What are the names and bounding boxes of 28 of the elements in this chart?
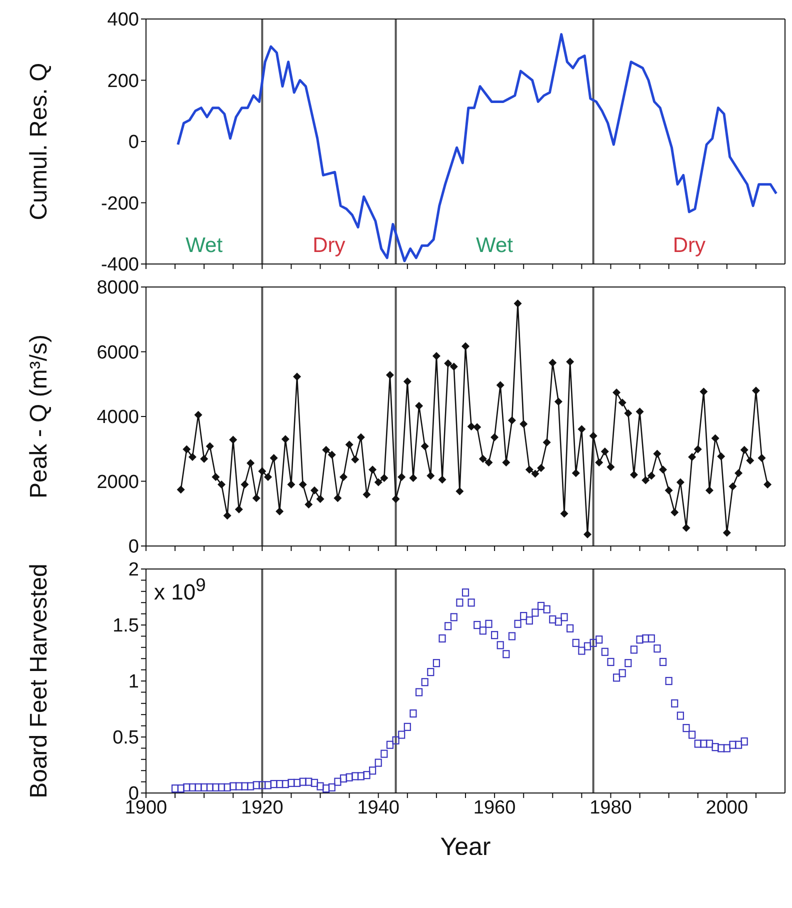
y-axis-title: Cumul. Res. Q <box>26 62 53 220</box>
y-tick-label: 400 <box>107 10 139 31</box>
x-axis-title: Year <box>440 833 491 861</box>
y-tick-label: 4000 <box>96 407 139 428</box>
y-tick-label: 6000 <box>96 342 139 364</box>
annotation: Wet <box>186 234 223 257</box>
annotation: Dry <box>672 234 706 257</box>
y-tick-label: 1.5 <box>112 616 139 637</box>
y-tick-label: 0 <box>128 132 139 154</box>
y-tick-label: 1 <box>128 672 139 693</box>
x-tick-label: 1920 <box>241 797 284 818</box>
y-tick-label: 0.5 <box>112 728 139 749</box>
y-tick-label: -200 <box>100 193 139 214</box>
x-tick-label: 1980 <box>590 797 632 818</box>
annotation: Wet <box>476 234 514 257</box>
y-tick-label: 200 <box>107 70 139 92</box>
x-tick-label: 2000 <box>706 797 748 818</box>
y-tick-label: -400 <box>100 254 139 276</box>
y-tick-label: 2000 <box>96 472 139 493</box>
y-axis-title: Peak - Q (m³/s) <box>26 334 53 499</box>
annotation: x 10$^{9}$ <box>154 574 206 606</box>
y-tick-label: 8000 <box>96 278 139 299</box>
x-tick-label: 1960 <box>473 797 516 818</box>
y-axis-title: Board Feet Harvested <box>26 564 53 798</box>
x-tick-label: 1940 <box>357 797 400 818</box>
y-tick-label: 0 <box>128 536 139 558</box>
y-tick-label: 2 <box>128 560 139 581</box>
annotation: Dry <box>312 234 346 257</box>
